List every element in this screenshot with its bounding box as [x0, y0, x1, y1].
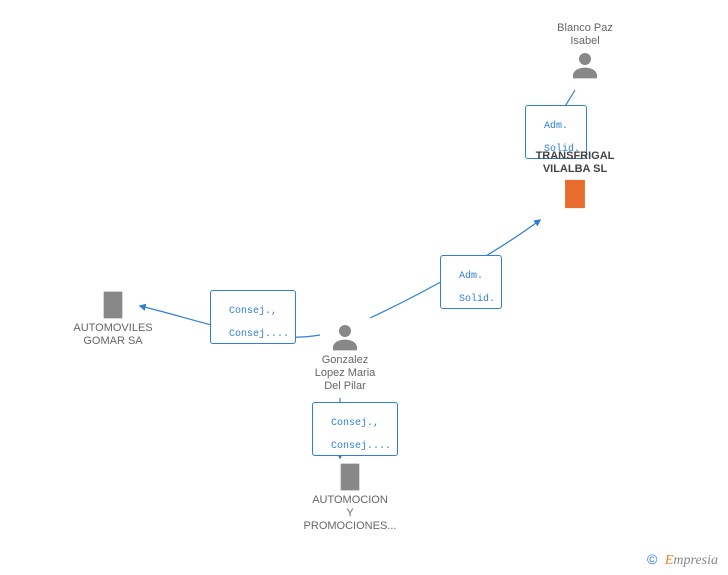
copyright-symbol: © — [647, 551, 657, 567]
person-icon — [329, 320, 361, 354]
building-icon — [334, 460, 366, 494]
node-label: Gonzalez Lopez Maria Del Pilar — [300, 354, 390, 394]
edge-label-gonzalez-transfrigal: Adm. Solid. — [440, 255, 502, 309]
node-label: AUTOMOCION Y PROMOCIONES... — [295, 494, 405, 534]
building-icon — [558, 176, 592, 212]
node-blanco[interactable]: Blanco Paz Isabel — [540, 22, 630, 82]
node-automocion[interactable]: AUTOMOCION Y PROMOCIONES... — [295, 460, 405, 534]
edge-label-gonzalez-automoviles: Consej., Consej.... — [210, 290, 296, 344]
node-label: TRANSFRIGAL VILALBA SL — [520, 150, 630, 176]
person-icon — [569, 48, 601, 82]
node-label: AUTOMOVILES GOMAR SA — [63, 322, 163, 348]
node-gonzalez[interactable]: Gonzalez Lopez Maria Del Pilar — [300, 320, 390, 394]
edge-label-gonzalez-automocion: Consej., Consej.... — [312, 402, 398, 456]
watermark: © Empresia — [647, 551, 718, 569]
building-icon — [97, 288, 129, 322]
node-label: Blanco Paz Isabel — [540, 22, 630, 48]
node-automoviles[interactable]: AUTOMOVILES GOMAR SA — [63, 288, 163, 348]
node-transfrigal[interactable]: TRANSFRIGAL VILALBA SL — [520, 150, 630, 212]
watermark-rest: mpresia — [673, 553, 718, 568]
